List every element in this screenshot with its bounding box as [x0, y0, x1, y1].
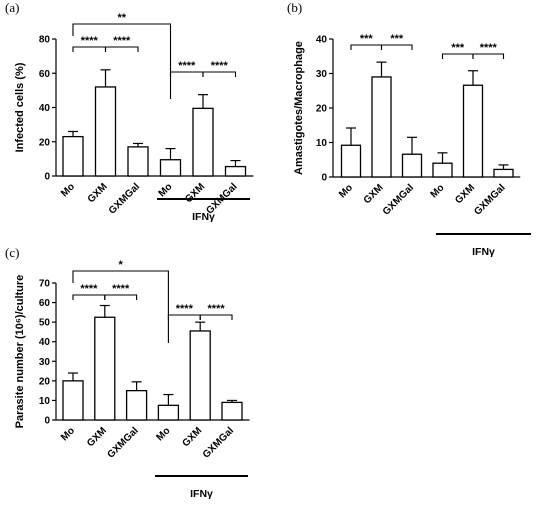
- significance-bracket: [104, 294, 138, 300]
- significance-bracket: [202, 71, 237, 77]
- y-tick-label: 0: [44, 416, 50, 427]
- category-label: Mo: [155, 425, 173, 443]
- y-tick-label: 40: [316, 35, 328, 46]
- group-label: IFNγ: [192, 211, 215, 223]
- significance-bracket: [350, 44, 383, 50]
- bar: [432, 162, 453, 178]
- significance-bracket: [380, 44, 413, 50]
- bar: [127, 146, 149, 177]
- significance-label: ****: [208, 303, 226, 315]
- y-tick-label: 0: [44, 172, 50, 183]
- y-tick-label: 70: [39, 279, 51, 290]
- significance-label: **: [117, 12, 126, 24]
- y-axis-title: Parasite number (10⁶)/culture: [14, 275, 26, 429]
- category-label: GXM: [362, 182, 386, 206]
- bar: [159, 159, 182, 177]
- y-tick-label: 10: [39, 396, 51, 407]
- bar: [401, 153, 423, 178]
- significance-label: ****: [178, 60, 196, 72]
- y-tick-label: 40: [39, 337, 51, 348]
- category-label: Mo: [157, 181, 175, 199]
- y-tick-label: 50: [39, 318, 51, 329]
- category-label: GXM: [85, 425, 109, 449]
- significance-label: ****: [176, 303, 194, 315]
- significance-label: ***: [390, 33, 404, 45]
- significance-label: ****: [113, 35, 131, 47]
- y-tick-label: 40: [39, 103, 51, 114]
- y-tick-label: 30: [316, 69, 328, 80]
- y-axis-title: Infected cells (%): [14, 62, 26, 152]
- panel-label: (c): [5, 245, 19, 260]
- y-tick-label: 80: [39, 35, 51, 46]
- significance-bracket: [104, 46, 139, 52]
- y-tick-label: 20: [39, 376, 51, 387]
- significance-bracket: [199, 314, 233, 320]
- significance-bracket: [472, 53, 505, 59]
- group-label: IFNγ: [472, 246, 495, 258]
- category-label: GXM: [180, 425, 204, 449]
- significance-label: ****: [80, 283, 98, 295]
- bar: [94, 316, 116, 421]
- bar: [462, 84, 484, 178]
- significance-bracket: [169, 71, 204, 77]
- category-label: GXMGal: [201, 425, 236, 460]
- bar: [157, 404, 180, 421]
- significance-bracket: [72, 23, 172, 99]
- y-tick-label: 20: [316, 104, 328, 115]
- y-tick-label: 60: [39, 298, 51, 309]
- category-label: GXMGal: [107, 181, 142, 216]
- category-label: GXM: [453, 182, 477, 206]
- category-label: GXMGal: [472, 182, 507, 217]
- significance-bracket: [72, 294, 106, 300]
- category-label: Mo: [59, 181, 77, 199]
- y-tick-label: 0: [321, 173, 327, 184]
- panel-label: (b): [287, 0, 302, 15]
- bar: [62, 135, 84, 177]
- significance-label: ****: [480, 42, 498, 54]
- bar: [192, 107, 214, 177]
- significance-label: ***: [451, 42, 465, 54]
- y-tick-label: 20: [39, 137, 51, 148]
- significance-label: *: [119, 259, 124, 271]
- significance-label: ****: [81, 35, 99, 47]
- bar: [189, 330, 211, 421]
- chart-panel-c: (c) 0 10 20 30 40 50 60 70 Parasite number (10⁶)/…: [5, 245, 250, 500]
- bar: [493, 168, 514, 178]
- bar: [62, 380, 84, 421]
- bar: [125, 389, 148, 421]
- category-label: GXM: [86, 181, 110, 205]
- y-tick-label: 30: [39, 357, 51, 368]
- panel-label: (a): [5, 0, 19, 15]
- group-label: IFNγ: [190, 488, 213, 500]
- category-label: GXMGal: [381, 182, 416, 217]
- bar: [94, 86, 117, 177]
- bar: [371, 76, 392, 178]
- y-tick-label: 60: [39, 69, 51, 80]
- significance-bracket: [72, 270, 169, 343]
- category-label: GXMGal: [105, 425, 140, 460]
- category-label: Mo: [337, 182, 355, 200]
- significance-label: ****: [211, 60, 229, 72]
- y-tick-label: 10: [316, 138, 328, 149]
- bar: [221, 401, 243, 421]
- bar: [340, 144, 362, 178]
- category-label: GXM: [183, 181, 207, 205]
- significance-bracket: [167, 314, 201, 320]
- y-axis-title: Amastigotes/Macrophage: [293, 41, 305, 175]
- significance-bracket: [441, 53, 474, 59]
- significance-bracket: [72, 46, 107, 52]
- significance-label: ***: [360, 33, 374, 45]
- significance-label: ****: [112, 283, 130, 295]
- bar: [224, 165, 247, 177]
- category-label: Mo: [429, 182, 447, 200]
- category-label: Mo: [59, 425, 77, 443]
